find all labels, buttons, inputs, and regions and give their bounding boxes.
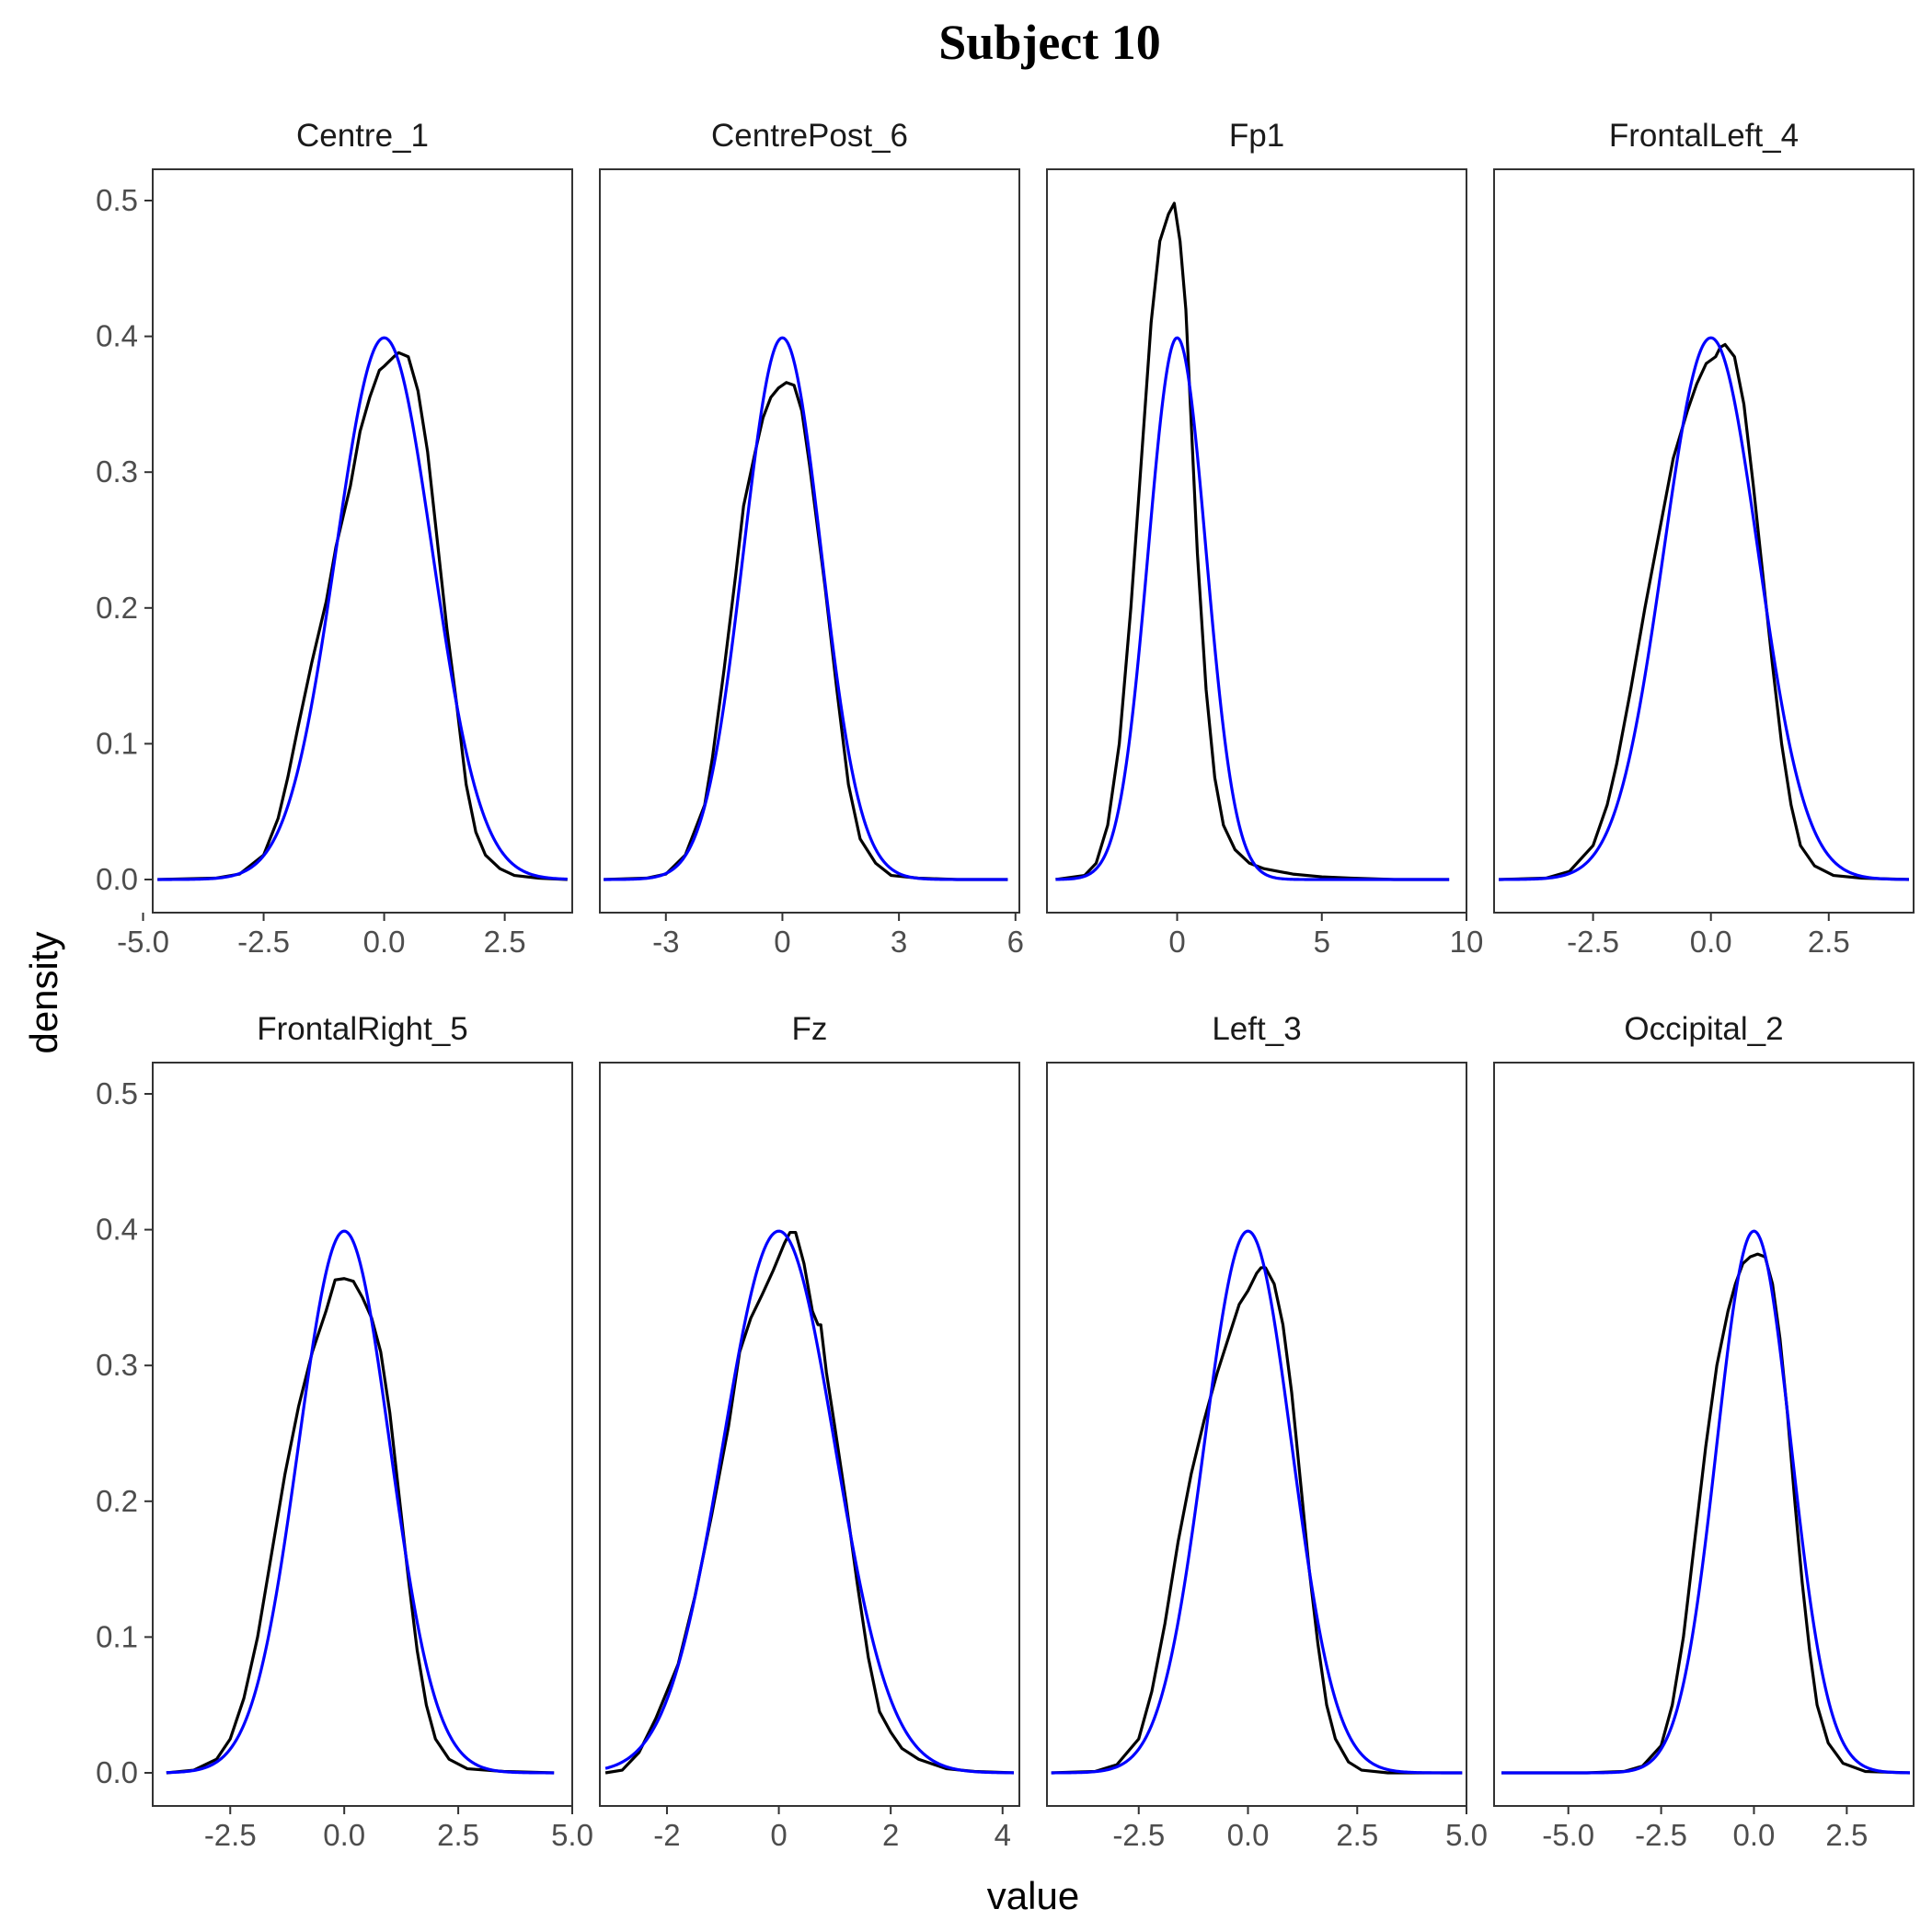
- empirical-density-line: [157, 351, 568, 881]
- x-tick-label: 2.5: [484, 925, 526, 959]
- y-tick-label: 0.1: [96, 726, 138, 760]
- normal-density-line: [1051, 1229, 1463, 1775]
- y-tick-label: 0.0: [96, 862, 138, 896]
- x-tick-label: 2.5: [437, 1818, 479, 1852]
- y-tick-label: 0.2: [96, 1484, 138, 1518]
- empirical-density-line: [1051, 1266, 1463, 1775]
- normal-density-line: [157, 336, 568, 881]
- x-tick-label: -2.5: [204, 1818, 257, 1852]
- x-tick-label: -3: [652, 925, 679, 959]
- normal-density-line: [1499, 336, 1909, 881]
- panel-title-centrepost-6: CentrePost_6: [711, 118, 908, 154]
- x-tick-label: -5.0: [1542, 1818, 1594, 1852]
- x-tick-label: 2.5: [1825, 1818, 1868, 1852]
- y-tick-label: 0.1: [96, 1619, 138, 1653]
- panel-title-left-3: Left_3: [1212, 1011, 1301, 1047]
- y-tick-label: 0.5: [96, 1076, 138, 1110]
- x-tick-label: 5.0: [1445, 1818, 1488, 1852]
- y-tick-label: 0.2: [96, 591, 138, 625]
- x-tick-label: 2.5: [1336, 1818, 1378, 1852]
- x-tick-label: 5: [1314, 925, 1330, 959]
- x-tick-label: -2.5: [1635, 1818, 1687, 1852]
- panel-frontalleft-4: FrontalLeft_4 -2.5 0.0 2.5: [1493, 118, 1915, 959]
- panel-title-occipital-2: Occipital_2: [1624, 1011, 1783, 1047]
- x-tick-label: 0: [1168, 925, 1185, 959]
- normal-density-line: [166, 1229, 555, 1775]
- empirical-density-line: [1501, 1252, 1911, 1775]
- panel-centre-1: Centre_1 -5.0 -2.5 0.0 2.5 0.0 0.1 0.2 0.3 0.4 0.5: [96, 118, 573, 959]
- x-tick-label: 10: [1450, 925, 1484, 959]
- x-tick-label: 0: [770, 1818, 787, 1852]
- panel-border: [1046, 168, 1467, 914]
- x-tick-label: -5.0: [117, 925, 169, 959]
- y-tick-label: 0.4: [96, 319, 138, 353]
- y-axis-label: density: [22, 931, 65, 1053]
- y-tick-label: 0.3: [96, 454, 138, 489]
- panel-title-centre-1: Centre_1: [296, 118, 429, 154]
- panel-border: [1493, 168, 1915, 914]
- x-axis-label: value: [987, 1874, 1079, 1917]
- y-tick-label: 0.5: [96, 183, 138, 217]
- panel-title-fz: Fz: [792, 1011, 828, 1047]
- empirical-density-line: [1499, 342, 1909, 881]
- x-tick-label: 3: [891, 925, 907, 959]
- x-tick-label: -2.5: [237, 925, 290, 959]
- x-tick-label: -2: [653, 1818, 680, 1852]
- normal-density-line: [1501, 1229, 1911, 1775]
- x-tick-label: 0.0: [363, 925, 406, 959]
- panel-border: [152, 168, 573, 914]
- panel-border: [599, 168, 1020, 914]
- normal-density-line: [1055, 336, 1450, 881]
- panel-border: [152, 1062, 573, 1807]
- x-tick-label: 2.5: [1808, 925, 1850, 959]
- panel-border: [599, 1062, 1020, 1807]
- panel-title-fp1: Fp1: [1229, 118, 1284, 154]
- x-tick-label: 5.0: [551, 1818, 593, 1852]
- empirical-density-line: [1055, 201, 1450, 881]
- normal-density-line: [604, 1229, 1015, 1775]
- panel-title-frontalright-5: FrontalRight_5: [257, 1011, 468, 1047]
- x-tick-label: 0.0: [1733, 1818, 1776, 1852]
- empirical-density-line: [166, 1277, 555, 1775]
- x-tick-label: 0.0: [323, 1818, 365, 1852]
- panels-layer: Centre_1 -5.0 -2.5 0.0 2.5 0.0 0.1 0.2 0.3 0.4 0.5…: [96, 118, 1915, 1852]
- x-tick-label: 0.0: [1227, 1818, 1270, 1852]
- chart-title: Subject 10: [938, 15, 1161, 70]
- x-tick-label: -2.5: [1567, 925, 1619, 959]
- x-tick-label: 0.0: [1690, 925, 1732, 959]
- panel-occipital-2: Occipital_2 -5.0 -2.5 0.0 2.5: [1493, 1011, 1915, 1852]
- panel-centrepost-6: CentrePost_6 -3 0 3 6: [599, 118, 1024, 959]
- panel-frontalright-5: FrontalRight_5 -2.5 0.0 2.5 5.0 0.0 0.1 0.2 0.3 0…: [96, 1011, 593, 1852]
- panel-fz: Fz -2 0 2 4: [599, 1011, 1020, 1852]
- x-tick-label: 6: [1007, 925, 1024, 959]
- panel-title-frontalleft-4: FrontalLeft_4: [1609, 118, 1799, 154]
- normal-density-line: [604, 336, 1008, 881]
- empirical-density-line: [604, 381, 1008, 881]
- panel-fp1: Fp1 0 5 10: [1046, 118, 1484, 959]
- x-tick-label: 0: [774, 925, 790, 959]
- panel-border: [1493, 1062, 1915, 1807]
- y-tick-label: 0.3: [96, 1348, 138, 1382]
- x-tick-label: 2: [882, 1818, 899, 1852]
- panel-border: [1046, 1062, 1467, 1807]
- x-tick-label: 4: [995, 1818, 1011, 1852]
- panel-left-3: Left_3 -2.5 0.0 2.5 5.0: [1046, 1011, 1488, 1852]
- x-tick-label: -2.5: [1112, 1818, 1165, 1852]
- y-tick-label: 0.4: [96, 1213, 138, 1247]
- y-tick-label: 0.0: [96, 1755, 138, 1789]
